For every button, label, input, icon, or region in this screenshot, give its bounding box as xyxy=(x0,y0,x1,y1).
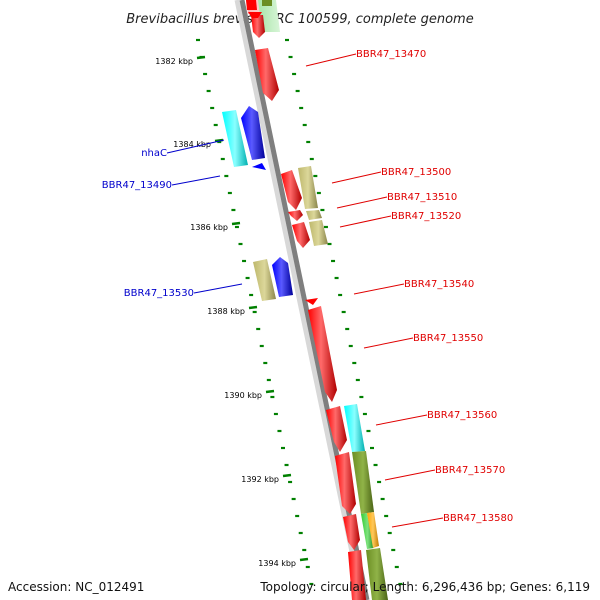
top-partial-features xyxy=(246,0,280,38)
cds-bbr47-13560 xyxy=(326,406,347,452)
cds-bbr47-13530 xyxy=(272,257,293,297)
tick-label: 1386 kbp xyxy=(190,223,228,232)
gene-label: BBR47_13580 xyxy=(443,513,513,524)
tick-label: 1390 kbp xyxy=(224,391,262,400)
gene-label: BBR47_13540 xyxy=(404,279,474,290)
map-title: Brevibacillus brevis NBRC 100599, comple… xyxy=(126,12,473,27)
cds-bottom-partial xyxy=(348,550,366,600)
cds-bbr47-13540-head xyxy=(305,298,318,305)
forward-strand-cds xyxy=(255,48,366,600)
dotted-tick-circles xyxy=(196,38,403,586)
genome-stats-text: Topology: circular; Length: 6,296,436 bp… xyxy=(260,580,590,594)
gene-label-leader xyxy=(171,175,221,186)
tick-label: 1388 kbp xyxy=(207,307,245,316)
gene-label-leader xyxy=(305,53,357,67)
gene-label-leader xyxy=(375,414,428,426)
cds-bbr47-13550 xyxy=(308,306,337,402)
gene-label-leader xyxy=(166,139,225,154)
gene-label: BBR47_13550 xyxy=(413,333,483,344)
cds-bbr47-13570 xyxy=(335,452,356,514)
tick-label: 1384 kbp xyxy=(173,140,211,149)
tick-mark xyxy=(196,55,206,60)
tick-label: 1394 kbp xyxy=(258,559,296,568)
cds-bbr47-13580 xyxy=(343,514,360,550)
cds-nhac xyxy=(241,106,265,160)
cds-nhac-cyan xyxy=(222,110,248,167)
reverse-strand-cds xyxy=(222,106,293,301)
gene-label-leader xyxy=(384,469,436,481)
forward-cog-blocks xyxy=(298,166,388,600)
cds-bbr47-13470 xyxy=(255,48,279,101)
gene-label-leader xyxy=(336,196,388,209)
gene-label: BBR47_13510 xyxy=(387,192,457,203)
gene-label: BBR47_13530 xyxy=(124,288,194,299)
accession-text: Accession: NC_012491 xyxy=(8,580,145,594)
tick-mark xyxy=(248,305,258,310)
cds-bbr47-13490-head xyxy=(252,163,266,170)
cds-bbr47-13500 xyxy=(281,170,302,210)
gene-label: BBR47_13560 xyxy=(427,410,497,421)
gene-label: BBR47_13570 xyxy=(435,465,505,476)
gene-label-leader xyxy=(353,283,405,295)
gene-label: BBR47_13500 xyxy=(381,167,451,178)
tick-label: 1392 kbp xyxy=(241,475,279,484)
cds-bbr47-13510 xyxy=(288,210,303,221)
gene-label-leader xyxy=(363,337,414,349)
tick-label: 1382 kbp xyxy=(155,57,193,66)
gene-label: BBR47_13520 xyxy=(391,211,461,222)
tick-mark xyxy=(282,473,292,478)
gene-labels: BBR47_13470 nhaC BBR47_13490 BBR47_13500 BBR… xyxy=(102,49,513,528)
gene-label-leader xyxy=(339,215,392,228)
cds-bbr47-13530-khaki xyxy=(253,259,276,301)
tick-mark xyxy=(231,221,241,226)
gene-label-leader xyxy=(331,171,382,184)
tick-mark xyxy=(299,557,309,562)
gene-label: BBR47_13490 xyxy=(102,180,172,191)
gene-label-leader xyxy=(193,283,243,294)
tick-mark xyxy=(265,389,275,394)
cds-bbr47-13520 xyxy=(292,222,310,248)
gene-label-leader xyxy=(391,517,444,528)
gene-label: BBR47_13470 xyxy=(356,49,426,60)
gene-label: nhaC xyxy=(141,148,167,159)
